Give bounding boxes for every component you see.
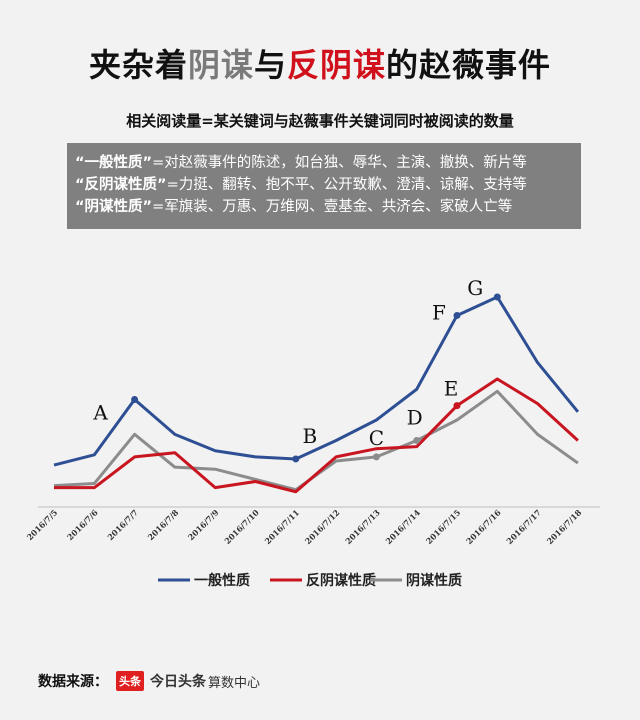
definition-key: “一般性质” [75, 155, 153, 171]
x-tick-label: 2016/7/16 [464, 507, 503, 546]
definition-key: “反阴谋性质” [75, 177, 167, 193]
definition-row-general: “一般性质”=对赵薇事件的陈述，如台独、辱华、主演、撤换、新片等 [75, 152, 581, 174]
annotation-label: F [432, 300, 446, 324]
annotation-label: C [369, 426, 384, 450]
series-line [54, 377, 579, 494]
title-part-4: 反阴谋 [287, 46, 387, 84]
x-tick-label: 2016/7/15 [424, 507, 463, 546]
series-line [53, 295, 580, 467]
definition-row-anti-conspiracy: “反阴谋性质”=力挺、翻转、抱不平、公开致歉、澄清、谅解、支持等 [75, 174, 581, 196]
title-part-2: 阴谋 [187, 46, 254, 84]
toutiao-logo-sub: 算数中心 [208, 675, 261, 691]
annotation-label: G [467, 276, 483, 300]
series-lines [53, 295, 580, 494]
x-tick-label: 2016/7/10 [222, 507, 261, 546]
annotation-markers: A B CDE FG [92, 276, 501, 463]
toutiao-logo-name: 今日头条 [150, 674, 206, 690]
x-tick-label: 2016/7/9 [186, 507, 221, 542]
annotation-point [453, 402, 461, 410]
annotation-point [413, 437, 421, 444]
toutiao-logo-badge: 头条 [116, 671, 144, 691]
definition-text: =对赵薇事件的陈述，如台独、辱华、主演、撤换、新片等 [152, 155, 527, 171]
annotation-label: E [444, 377, 459, 401]
definition-key: “阴谋性质” [75, 199, 153, 215]
x-tick-label: 2016/7/7 [105, 507, 140, 542]
legend-label: 阴谋性质 [406, 572, 462, 589]
page-title: 夹杂着阴谋与反阴谋的赵薇事件 [0, 40, 640, 86]
annotation-point [493, 293, 501, 301]
source-label: 数据来源： [38, 674, 108, 690]
chart-legend: 一般性质 反阴谋性质 阴谋性质 [158, 572, 462, 589]
legend-label: 反阴谋性质 [306, 572, 376, 589]
x-tick-label: 2016/7/12 [303, 507, 342, 546]
x-tick-label: 2016/7/13 [343, 507, 382, 546]
annotation-label: D [407, 406, 423, 430]
definition-box: “一般性质”=对赵薇事件的陈述，如台独、辱华、主演、撤换、新片等 “反阴谋性质”… [67, 143, 581, 229]
annotation-label: B [302, 424, 317, 448]
x-tick-label: 2016/7/14 [383, 507, 422, 546]
x-tick-labels: 2016/7/5 2016/7/6 2016/7/7 2016/7/8 2016/7/9… [25, 507, 584, 546]
x-tick-label: 2016/7/11 [262, 507, 301, 546]
x-tick-label: 2016/7/5 [25, 507, 60, 542]
definition-row-conspiracy: “阴谋性质”=军旗装、万惠、万维网、壹基金、共济会、家破人亡等 [75, 196, 581, 218]
title-part-1: 夹杂着 [88, 46, 188, 84]
x-tick-label: 2016/7/6 [65, 507, 100, 542]
annotation-label: A [92, 401, 108, 425]
annotation-point [292, 455, 300, 463]
data-source: 数据来源： 头条 今日头条 算数中心 [38, 671, 260, 691]
title-part-5: 的赵薇事件 [386, 46, 552, 84]
annotation-point [453, 311, 461, 319]
legend-label: 一般性质 [194, 572, 250, 589]
subtitle: 相关阅读量=某关键词与赵薇事件关键词同时被阅读的数量 [126, 112, 514, 130]
x-tick-label: 2016/7/18 [545, 507, 584, 546]
annotation-point [131, 396, 139, 403]
definition-text: =力挺、翻转、抱不平、公开致歉、澄清、谅解、支持等 [166, 177, 527, 193]
definition-text: =军旗装、万惠、万维网、壹基金、共济会、家破人亡等 [152, 199, 513, 215]
annotation-point [372, 453, 380, 461]
x-tick-label: 2016/7/8 [145, 507, 180, 542]
x-tick-label: 2016/7/17 [504, 507, 543, 546]
title-part-3: 与 [253, 46, 287, 84]
